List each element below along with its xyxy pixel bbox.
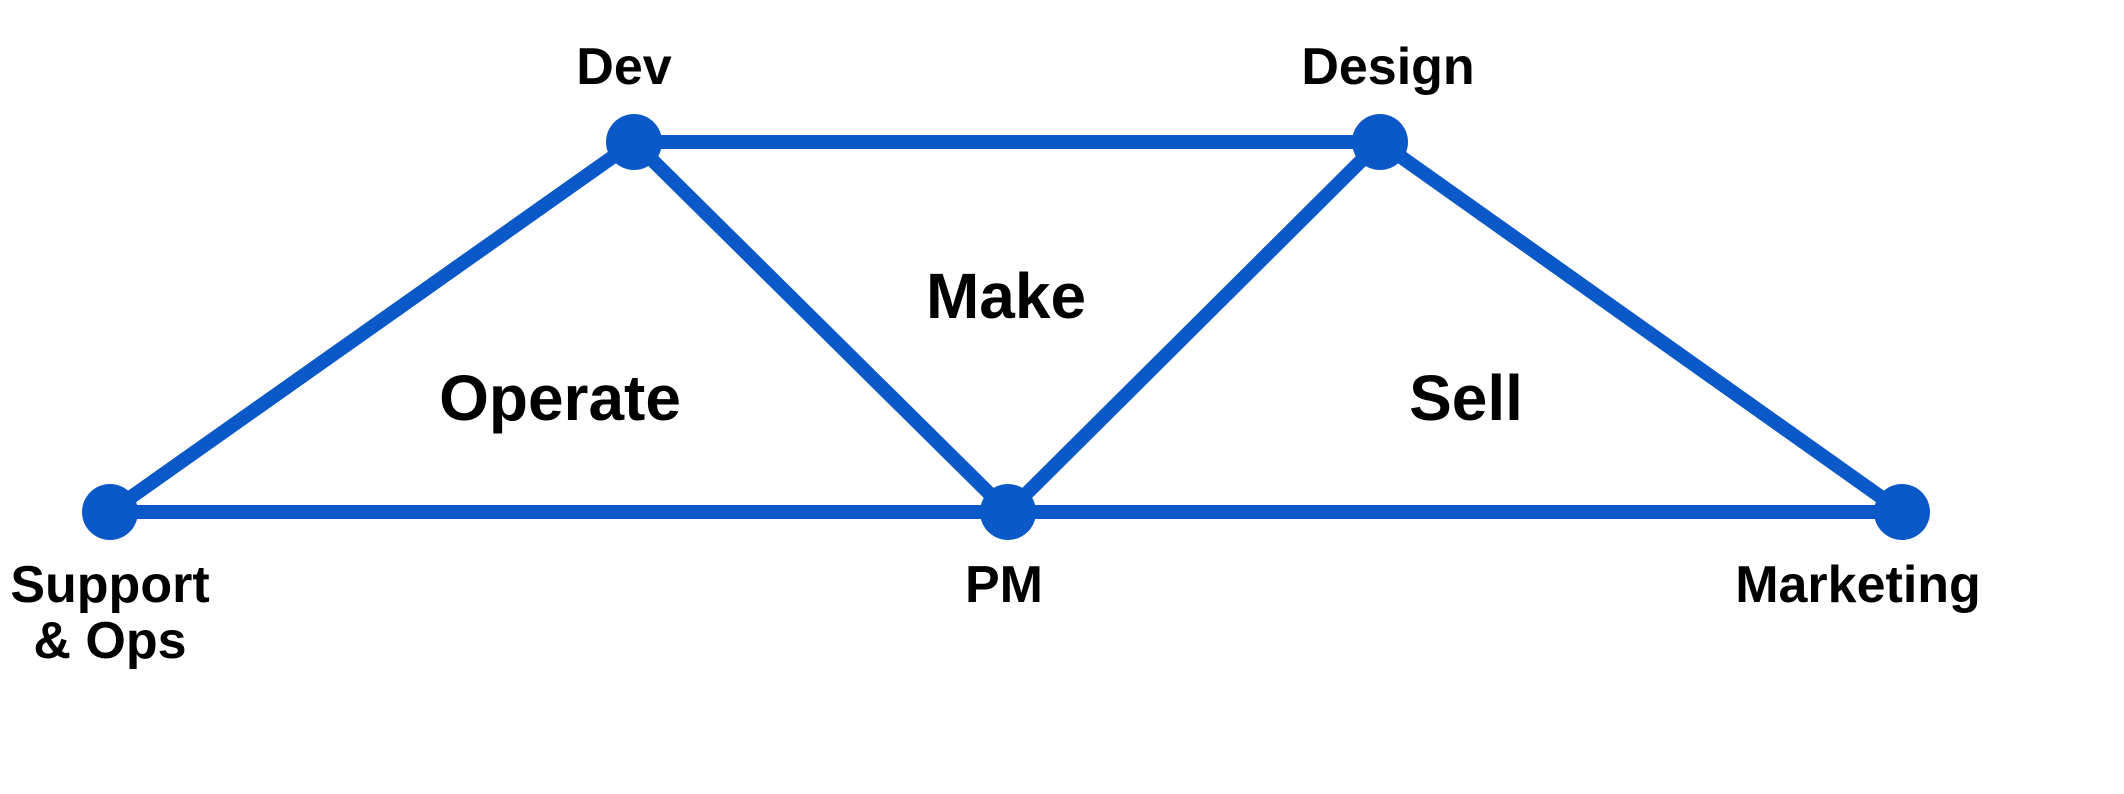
node-label-pm: PM xyxy=(965,556,1043,614)
region-label-make: Make xyxy=(926,260,1086,332)
region-label-operate: Operate xyxy=(439,362,681,434)
edge-support-dev xyxy=(110,142,634,512)
edge-design-marketing xyxy=(1380,142,1902,512)
node-label-design: Design xyxy=(1301,38,1474,96)
node-pm xyxy=(980,484,1036,540)
node-design xyxy=(1352,114,1408,170)
node-label-dev: Dev xyxy=(576,38,671,96)
node-label-marketing: Marketing xyxy=(1735,556,1981,614)
node-label-support: Support& Ops xyxy=(10,556,209,670)
node-support xyxy=(82,484,138,540)
region-labels-layer: Operate Make Sell xyxy=(439,260,1523,434)
region-label-sell: Sell xyxy=(1409,362,1523,434)
node-dev xyxy=(606,114,662,170)
node-marketing xyxy=(1874,484,1930,540)
roles-network-diagram: Operate Make Sell Support& Ops Dev Design PM M… xyxy=(0,0,2124,794)
